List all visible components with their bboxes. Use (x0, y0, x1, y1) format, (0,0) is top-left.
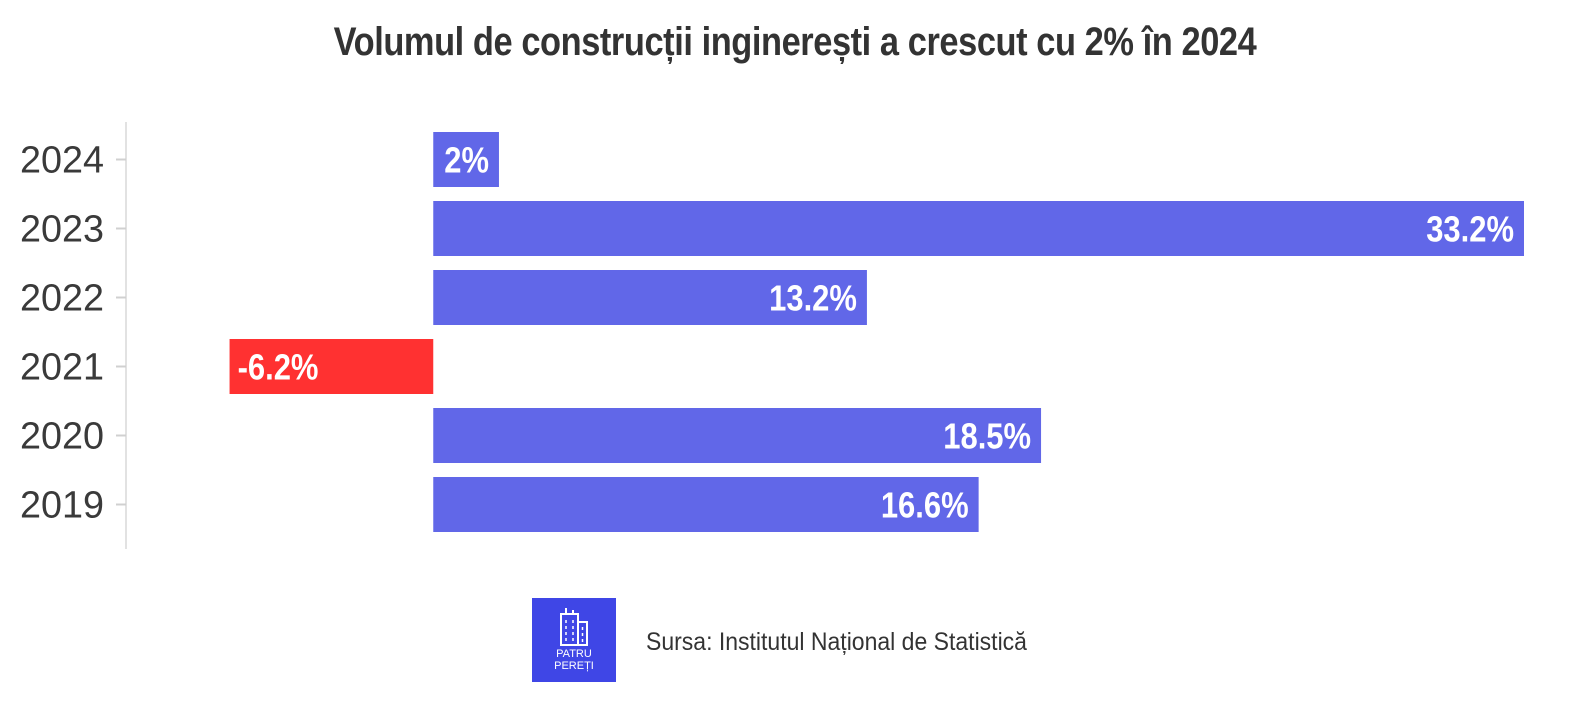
patru-pereti-logo: PATRU PEREȚI (532, 598, 616, 682)
bar-label-2019: 16.6% (881, 485, 969, 526)
bar-label-2024: 2% (444, 140, 489, 181)
y-tick-label-2020: 2020 (20, 416, 104, 458)
bars-layer: 2% 33.2% 13.2% -6.2% 18.5% 16.6% (229, 132, 1524, 532)
y-tick-label-2019: 2019 (20, 485, 104, 527)
bar-2021 (229, 339, 434, 394)
bar-2020 (433, 408, 1042, 463)
building-icon (560, 608, 588, 646)
source-text: Sursa: Institutul Național de Statistică (646, 627, 1027, 656)
logo-text: PATRU PEREȚI (554, 648, 594, 672)
bar-2019 (433, 477, 979, 532)
bar-label-2021: -6.2% (238, 347, 319, 388)
y-tick-label-2023: 2023 (20, 209, 104, 251)
chart-title: Volumul de construcții inginerești a cre… (333, 20, 1257, 64)
bar-2023 (433, 201, 1524, 256)
bar-label-2023: 33.2% (1426, 209, 1514, 250)
footer: PATRU PEREȚI Sursa: Institutul Național … (532, 598, 1060, 682)
bar-2022 (433, 270, 867, 325)
bar-label-2020: 18.5% (943, 416, 1031, 457)
bar-2024 (433, 132, 499, 187)
y-tick-label-2022: 2022 (20, 278, 104, 320)
y-tick-label-2021: 2021 (20, 347, 104, 389)
bar-label-2022: 13.2% (769, 278, 857, 319)
y-tick-label-2024: 2024 (20, 140, 104, 182)
